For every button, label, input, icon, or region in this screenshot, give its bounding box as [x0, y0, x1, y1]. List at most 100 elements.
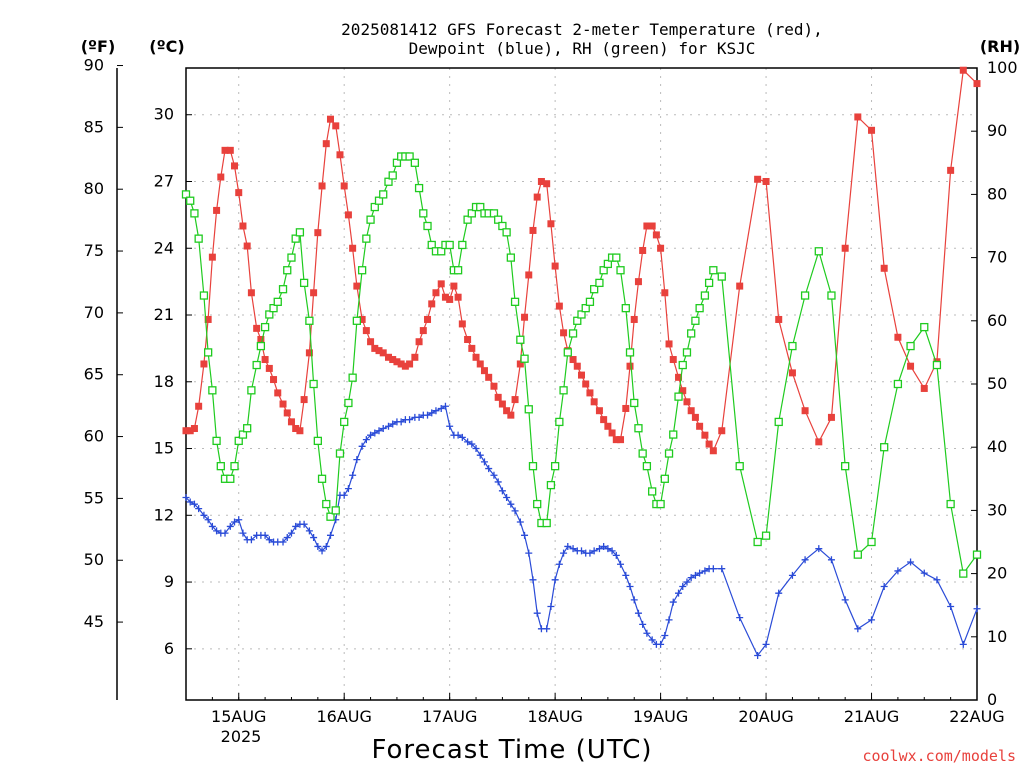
2-meter-temperature-point	[419, 327, 427, 335]
rh-point	[669, 430, 678, 439]
2-meter-temperature-point	[472, 353, 480, 361]
dewpoint-point	[344, 485, 352, 493]
rh-point	[695, 304, 704, 313]
2-meter-temperature-point	[182, 427, 190, 435]
dewpoint-point	[679, 583, 687, 591]
dewpoint-point	[424, 411, 432, 419]
rh-point	[340, 417, 349, 427]
dewpoint-point	[533, 609, 541, 617]
2-meter-temperature-point	[560, 329, 568, 337]
rh-point	[313, 436, 322, 446]
dewpoint-point	[454, 431, 462, 439]
rh-point	[800, 291, 810, 300]
dewpoint-point	[622, 571, 630, 579]
x-axis-title: Forecast Time (UTC)	[371, 735, 652, 765]
dewpoint-point	[569, 545, 577, 553]
rh-point	[494, 215, 503, 224]
2-meter-temperature-point	[612, 436, 620, 444]
dewpoint-point	[669, 598, 677, 606]
x-tick-label: 19AUG	[633, 707, 688, 726]
dewpoint-point	[687, 574, 695, 582]
2-meter-temperature-point	[468, 344, 476, 352]
2-meter-temperature-point	[446, 295, 454, 303]
dewpoint-point	[305, 527, 313, 535]
dewpoint-point	[564, 542, 572, 550]
fahrenheit-tick-label: 70	[84, 303, 104, 322]
rh-unit-label: (RH)	[980, 37, 1020, 56]
2-meter-temperature-point	[243, 242, 251, 250]
rh-point	[405, 152, 414, 161]
dewpoint-point	[657, 640, 665, 648]
2-meter-temperature-point	[622, 404, 630, 412]
2-meter-temperature-point	[718, 427, 726, 435]
chart-title-line2: Dewpoint (blue), RH (green) for KSJC	[409, 39, 756, 58]
rh-point	[528, 462, 538, 471]
dewpoint-point	[415, 413, 423, 421]
dewpoint-point	[379, 425, 387, 433]
rh-point	[203, 348, 213, 357]
dewpoint-point	[375, 427, 383, 435]
rh-point	[467, 209, 476, 218]
dewpoint-point	[529, 576, 537, 584]
celsius-tick-label: 9	[164, 572, 174, 591]
2-meter-temperature-point	[270, 376, 278, 384]
2-meter-temperature-point	[300, 396, 308, 404]
2-meter-temperature-point	[208, 253, 216, 261]
rh-point	[186, 196, 195, 205]
rh-point	[326, 512, 335, 521]
rh-point	[704, 278, 714, 288]
dewpoint-point	[283, 534, 291, 542]
dewpoint-point	[226, 522, 234, 530]
dewpoint-point	[511, 507, 519, 515]
2-meter-temperature-point	[573, 362, 581, 370]
dewpoint-point	[947, 603, 955, 611]
dewpoint-point	[894, 567, 902, 575]
dewpoint-point	[665, 616, 673, 624]
dewpoint-point	[551, 576, 559, 584]
dewpoint-point	[617, 560, 625, 568]
rh-tick-label: 30	[987, 500, 1007, 519]
dewpoint-point	[907, 558, 915, 566]
2-meter-temperature-point	[543, 180, 551, 188]
dewpoint-point	[718, 565, 726, 573]
rh-point	[516, 335, 525, 344]
dewpoint-point	[231, 518, 239, 526]
rh-point	[814, 247, 823, 256]
rh-point	[374, 196, 384, 205]
2-meter-temperature-point	[503, 407, 511, 415]
2-meter-temperature-point	[287, 418, 295, 426]
rh-point	[348, 373, 357, 382]
rh-point	[612, 253, 621, 262]
rh-point	[208, 386, 217, 395]
dewpoint-point	[204, 516, 212, 524]
2-meter-temperature-point	[586, 389, 594, 397]
rh-tick-label: 10	[987, 627, 1007, 646]
2-meter-temperature-point	[231, 162, 239, 170]
year-label: 2025	[221, 727, 262, 746]
chart-title-line1: 2025081412 GFS Forecast 2-meter Temperat…	[341, 20, 823, 39]
dewpoint-point	[384, 422, 392, 430]
2-meter-temperature-point	[279, 400, 287, 408]
data-series	[181, 66, 982, 659]
rh-point	[463, 215, 472, 224]
2-meter-temperature-point	[204, 315, 212, 323]
rh-point	[489, 209, 499, 218]
celsius-tick-label: 6	[164, 639, 174, 658]
2-meter-temperature-point	[643, 222, 651, 230]
2-meter-temperature-point	[551, 262, 559, 270]
2-meter-temperature-point	[292, 425, 300, 433]
rh-tick-label: 70	[987, 248, 1007, 267]
rh-point	[252, 360, 261, 370]
dewpoint-point	[480, 458, 488, 466]
rh-point	[392, 158, 402, 167]
rh-point	[656, 499, 665, 509]
rh-point	[573, 316, 582, 325]
2-meter-temperature-point	[371, 344, 379, 352]
rh-point	[291, 234, 300, 243]
dewpoint-line	[185, 405, 978, 657]
2-meter-temperature-point	[709, 447, 717, 455]
2-meter-temperature-point	[406, 360, 414, 368]
2-meter-temperature-point	[458, 320, 466, 328]
2-meter-temperature-point	[322, 140, 330, 148]
dewpoint-point	[543, 625, 551, 633]
